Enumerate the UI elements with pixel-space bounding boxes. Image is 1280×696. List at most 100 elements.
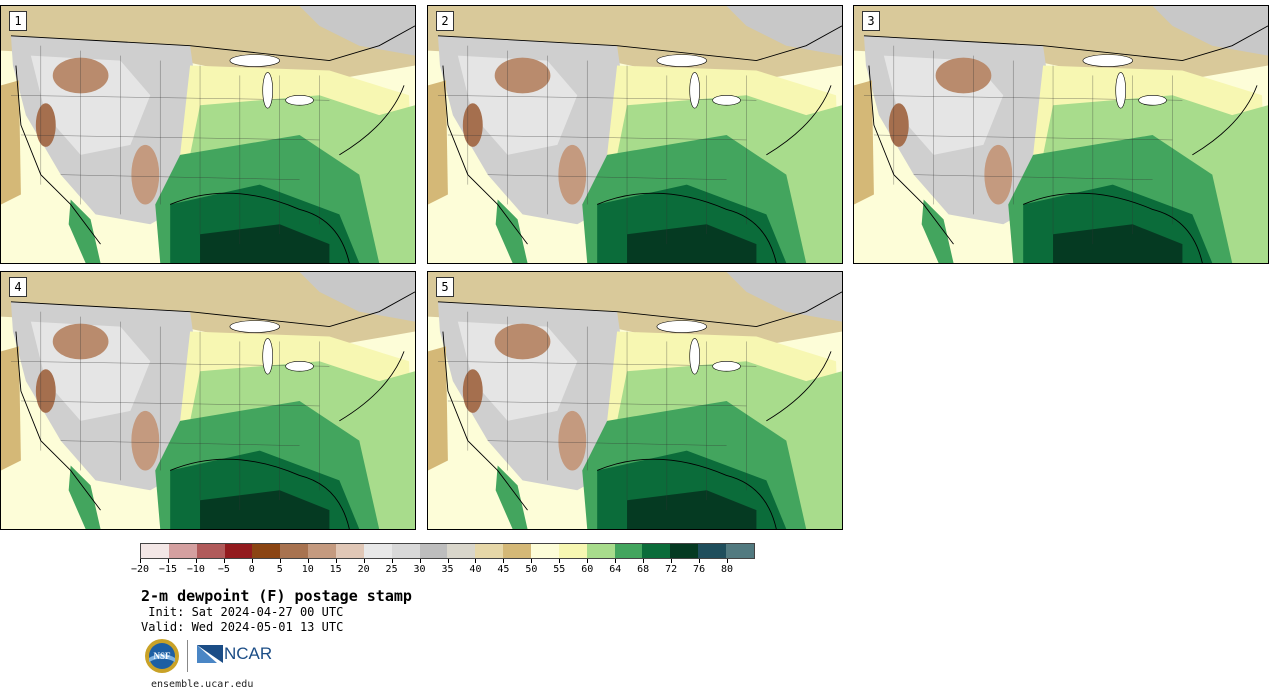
gulf-coastline	[170, 192, 350, 263]
colorbar-swatch	[447, 544, 476, 558]
canada-region	[1, 6, 415, 81]
atlantic-coastline	[339, 85, 405, 156]
great-lake	[285, 95, 314, 106]
colorbar-tick	[251, 559, 253, 563]
state-boundary	[863, 95, 1183, 101]
great-lake	[689, 72, 700, 109]
dry-patch	[494, 323, 551, 360]
colorbar-tick-label: −15	[158, 564, 177, 575]
great-lake	[229, 54, 280, 67]
great-lake	[656, 320, 707, 333]
border-line	[437, 25, 842, 62]
coastline	[442, 65, 528, 245]
dewpoint-map	[1, 272, 415, 529]
map-panel-1: 1	[0, 5, 416, 264]
logo-divider	[187, 640, 188, 672]
colorbar-tick-label: 40	[469, 564, 482, 575]
state-boundary	[447, 400, 747, 407]
colorbar-swatch	[196, 544, 225, 558]
canada-region	[1, 272, 415, 347]
deep-green-gulf	[627, 224, 757, 263]
gulf-coastline	[597, 192, 777, 263]
coastline	[15, 331, 101, 511]
colorbar-tick	[279, 559, 281, 563]
colorbar-tick	[643, 559, 645, 563]
map-panel-5: 5	[427, 271, 843, 530]
state-boundary	[913, 174, 1153, 180]
colorbar-swatch	[363, 544, 392, 558]
atlantic-coastline	[766, 85, 832, 156]
site-url: ensemble.ucar.edu	[151, 679, 254, 690]
dry-patch	[935, 57, 992, 94]
colorbar-tick-label: 35	[441, 564, 454, 575]
dry-patch	[35, 103, 56, 147]
atlantic-coastline	[1192, 85, 1258, 156]
great-lake	[712, 361, 741, 372]
dry-patch	[131, 410, 160, 471]
colorbar-tick	[531, 559, 533, 563]
logos: NSF NCAR	[144, 638, 284, 676]
great-lake	[285, 361, 314, 372]
svg-text:NSF: NSF	[153, 651, 171, 661]
colorbar-tick-label: 55	[553, 564, 566, 575]
colorbar-tick-label: 25	[385, 564, 398, 575]
colorbar-swatch	[336, 544, 364, 558]
colorbar-tick-label: −20	[130, 564, 150, 575]
state-boundary	[487, 440, 727, 446]
colorbar-swatch	[475, 544, 504, 558]
dry-patch	[462, 369, 483, 413]
state-boundary	[487, 174, 727, 180]
colorbar-swatch	[614, 544, 643, 558]
colorbar-tick-label: 72	[665, 564, 678, 575]
panel-number-label: 1	[9, 11, 27, 31]
colorbar-swatch	[642, 544, 671, 558]
pacific-tan-edge	[1, 346, 21, 471]
great-lake	[1138, 95, 1167, 106]
colorbar-tick	[391, 559, 393, 563]
dewpoint-map	[1, 6, 415, 263]
colorbar-swatch	[419, 544, 448, 558]
colorbar-tick-label: 60	[581, 564, 594, 575]
coastline	[868, 65, 954, 245]
valid-time: Valid: Wed 2024-05-01 13 UTC	[141, 620, 344, 634]
dry-patch	[35, 369, 56, 413]
colorbar-swatch	[531, 544, 559, 558]
ncar-logo-text: NCAR	[224, 644, 273, 663]
border-line	[863, 25, 1268, 62]
colorbar-swatch	[280, 544, 309, 558]
colorbar-tick	[419, 559, 421, 563]
colorbar-tick	[559, 559, 561, 563]
dry-patch	[131, 144, 160, 205]
panel-number-label: 4	[9, 277, 27, 297]
colorbar-swatch	[168, 544, 197, 558]
northeast-gray-region	[726, 6, 842, 56]
dry-patch	[888, 103, 909, 147]
state-boundary	[10, 95, 330, 101]
colorbar-tick	[363, 559, 365, 563]
colorbar-tick-label: 15	[329, 564, 342, 575]
state-boundary	[20, 134, 320, 141]
colorbar-tick	[671, 559, 673, 563]
great-lake	[262, 338, 273, 375]
figure-title: 2-m dewpoint (F) postage stamp	[141, 587, 412, 605]
canada-region	[428, 6, 842, 81]
dry-patch	[558, 410, 587, 471]
state-boundary	[873, 134, 1173, 141]
baja-green-strip	[495, 465, 528, 529]
canada-region	[428, 272, 842, 347]
colorbar-tick	[167, 559, 169, 563]
state-boundary	[447, 134, 747, 141]
colorbar-tick-label: 64	[609, 564, 622, 575]
colorbar-tick-label: 50	[525, 564, 538, 575]
colorbar-swatch	[586, 544, 615, 558]
nsf-logo-icon: NSF	[145, 639, 179, 673]
state-boundary	[60, 440, 300, 446]
dewpoint-map	[854, 6, 1268, 263]
colorbar-tick-label: 30	[413, 564, 426, 575]
colorbar-tick	[223, 559, 225, 563]
colorbar-tick-label: 0	[248, 564, 255, 575]
colorbar-ticks: −20 −15 −10 −5 0 5 10 15 20 25 30 35 40 45 50 55 60 64 68 7…	[131, 559, 755, 579]
colorbar-tick	[335, 559, 337, 563]
colorbar-tick	[587, 559, 589, 563]
baja-green-strip	[68, 199, 101, 263]
